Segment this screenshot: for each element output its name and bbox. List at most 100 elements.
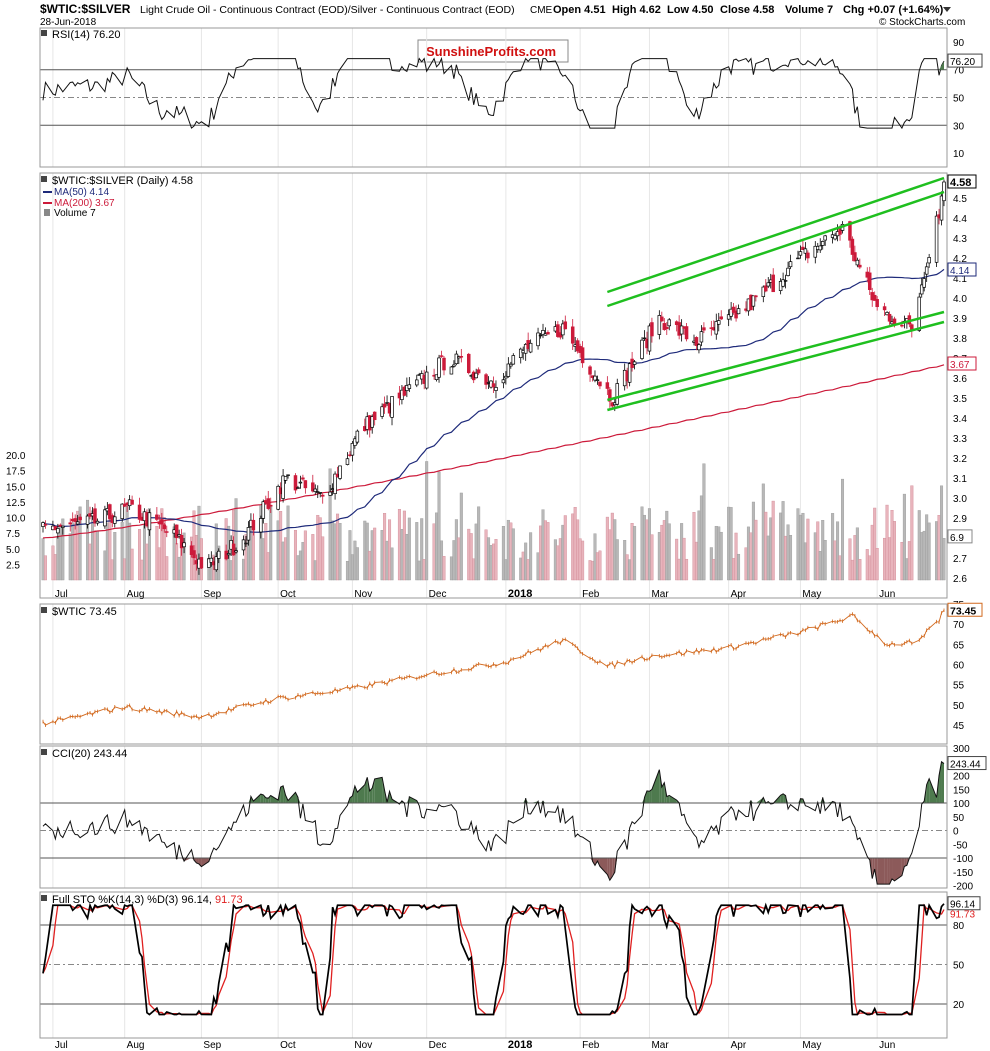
volume-bar: [370, 530, 374, 581]
candle: [716, 320, 721, 325]
low-value: Low 4.50: [667, 4, 713, 16]
candle: [268, 504, 273, 507]
candle: [734, 310, 738, 319]
volume-tick-label: 2.5: [6, 560, 20, 571]
volume-bar: [712, 559, 716, 581]
volume-bar: [494, 539, 498, 581]
candle: [372, 411, 377, 421]
volume-bar: [313, 560, 317, 581]
candle: [407, 384, 412, 389]
month-label: Aug: [127, 589, 145, 600]
cci-overbought-fill: [929, 778, 937, 803]
volume-bar: [905, 558, 909, 581]
cci-overbought-fill: [661, 782, 665, 803]
candle: [345, 458, 350, 465]
candle: [719, 316, 723, 320]
candle: [736, 308, 741, 315]
volume-bar: [489, 545, 493, 581]
candle: [563, 321, 568, 330]
volume-bar: [628, 559, 632, 581]
volume-bar: [459, 492, 463, 581]
volume-bar: [630, 523, 634, 581]
candle: [679, 325, 684, 335]
volume-bar: [162, 517, 166, 581]
volume-bar: [415, 522, 419, 581]
volume-last-value-box: [947, 529, 973, 544]
volume-bar: [103, 550, 107, 581]
candle: [241, 539, 246, 551]
volume-bar: [853, 535, 857, 581]
candle: [484, 374, 488, 385]
candle: [556, 324, 560, 337]
candle: [466, 353, 471, 374]
volume-bar: [279, 511, 283, 581]
volume-bar: [58, 526, 62, 581]
candle: [667, 319, 671, 327]
volume-bar: [296, 555, 300, 581]
month-label: Jun: [879, 1040, 895, 1051]
candle: [261, 501, 266, 519]
volume-legend-swatch: [44, 209, 50, 216]
volume-bar: [400, 529, 404, 581]
candle: [454, 353, 459, 365]
volume-bar: [506, 519, 510, 581]
candle: [833, 235, 837, 240]
volume-bar: [234, 498, 238, 581]
volume-bar: [113, 532, 117, 581]
candle: [316, 491, 320, 493]
high-value: High 4.62: [612, 4, 661, 16]
month-label: Dec: [429, 589, 447, 600]
volume-bar: [900, 542, 904, 581]
volume-bar: [563, 515, 567, 581]
price-tick-label: 2.6: [953, 574, 967, 585]
volume-bar: [605, 516, 609, 581]
candle: [120, 503, 124, 519]
candle: [43, 524, 48, 526]
chart-settings-icon: [41, 895, 47, 901]
candle: [293, 475, 298, 491]
cci-overbought-fill: [280, 785, 284, 803]
volume-bar: [816, 521, 820, 581]
volume-bar: [746, 526, 750, 581]
candle: [313, 488, 318, 492]
candle: [355, 430, 360, 443]
month-label: May: [802, 1040, 821, 1051]
candle: [415, 379, 419, 386]
volume-bar: [93, 530, 97, 581]
volume-tick-label: 20.0: [6, 451, 26, 462]
volume-bar: [467, 528, 471, 581]
volume-bar: [449, 556, 453, 581]
open-value: Open 4.51: [553, 4, 606, 16]
change-value: Chg +0.07 (+1.64%): [843, 4, 944, 16]
volume-bar: [865, 549, 869, 581]
candle: [605, 382, 610, 389]
candle: [766, 282, 771, 287]
volume-bar: [71, 522, 75, 581]
candle: [595, 379, 600, 382]
candle: [561, 323, 565, 336]
candle: [311, 482, 315, 492]
volume-bar: [157, 547, 161, 581]
volume-bar: [677, 558, 681, 581]
candle: [338, 465, 342, 479]
month-label: Aug: [127, 1040, 145, 1051]
volume-bar: [454, 519, 458, 581]
volume-bar: [529, 532, 533, 581]
volume-bar: [937, 515, 941, 581]
volume-bar: [754, 519, 758, 581]
volume-bar: [732, 558, 736, 581]
candle: [78, 516, 82, 521]
candle: [504, 375, 508, 379]
candle: [58, 524, 63, 527]
volume-bar: [682, 537, 686, 581]
candle: [714, 321, 719, 335]
month-label: Oct: [280, 589, 296, 600]
volume-bar: [504, 559, 508, 581]
price-tick-label: 3.1: [953, 474, 967, 485]
month-label: Sep: [203, 589, 221, 600]
price-tick-label: 3.6: [953, 374, 967, 385]
cci-overbought-fill: [354, 785, 358, 803]
volume-bar: [293, 530, 297, 581]
volume-bar: [665, 510, 669, 581]
volume-legend-label: Volume 7: [54, 208, 96, 219]
